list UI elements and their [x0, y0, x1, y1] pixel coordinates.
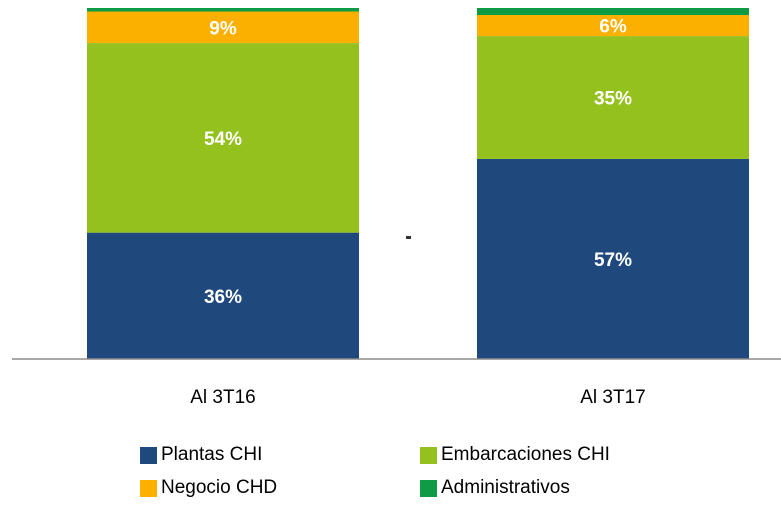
- legend-label: Embarcaciones CHI: [441, 444, 610, 465]
- stray-mark: [406, 236, 411, 239]
- data-label: 35%: [594, 89, 632, 110]
- legend-label: Plantas CHI: [161, 444, 263, 465]
- category-label: Al 3T16: [190, 387, 255, 408]
- stacked-bar-chart: 36% 54% 9% 57% 35% 6% Al 3T16 Al 3T17: [12, 8, 781, 408]
- legend-item: Plantas CHI: [140, 444, 262, 466]
- bar-segment: [87, 43, 359, 233]
- data-label: 6%: [599, 17, 627, 38]
- bar-segment: [477, 158, 749, 359]
- bar-segment: [477, 36, 749, 159]
- bars-group: 36% 54% 9% 57% 35% 6%: [87, 8, 749, 359]
- bar-segment: [477, 8, 749, 16]
- legend-label: Negocio CHD: [161, 477, 278, 498]
- data-label: 57%: [594, 250, 632, 271]
- legend-swatch: [140, 446, 157, 464]
- data-label: 9%: [209, 18, 237, 39]
- legend-swatch: [420, 479, 437, 497]
- legend-item: Embarcaciones CHI: [420, 444, 610, 466]
- legend-label: Administrativos: [441, 477, 570, 498]
- category-label: Al 3T17: [580, 387, 645, 408]
- data-label: 36%: [204, 287, 242, 308]
- bar-segment: [87, 8, 359, 12]
- category-labels: Al 3T16 Al 3T17: [190, 387, 645, 408]
- legend-swatch: [140, 479, 157, 497]
- legend-item: Administrativos: [420, 477, 570, 499]
- data-label: 54%: [204, 129, 242, 150]
- bar-segment: [87, 11, 359, 44]
- bar-segment: [477, 15, 749, 37]
- legend-item: Negocio CHD: [140, 477, 277, 499]
- bar-segment: [87, 232, 359, 359]
- legend-swatch: [420, 446, 437, 464]
